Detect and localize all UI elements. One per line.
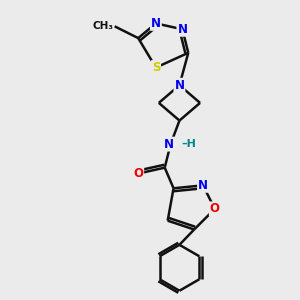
Text: N: N [164, 138, 174, 151]
Text: N: N [177, 23, 188, 36]
Text: CH₃: CH₃ [92, 21, 113, 31]
Text: S: S [152, 61, 160, 74]
Text: N: N [151, 17, 161, 30]
Text: N: N [174, 79, 184, 92]
Text: N: N [198, 179, 208, 192]
Text: O: O [210, 202, 220, 215]
Text: O: O [133, 167, 143, 180]
Text: –H: –H [182, 139, 197, 149]
